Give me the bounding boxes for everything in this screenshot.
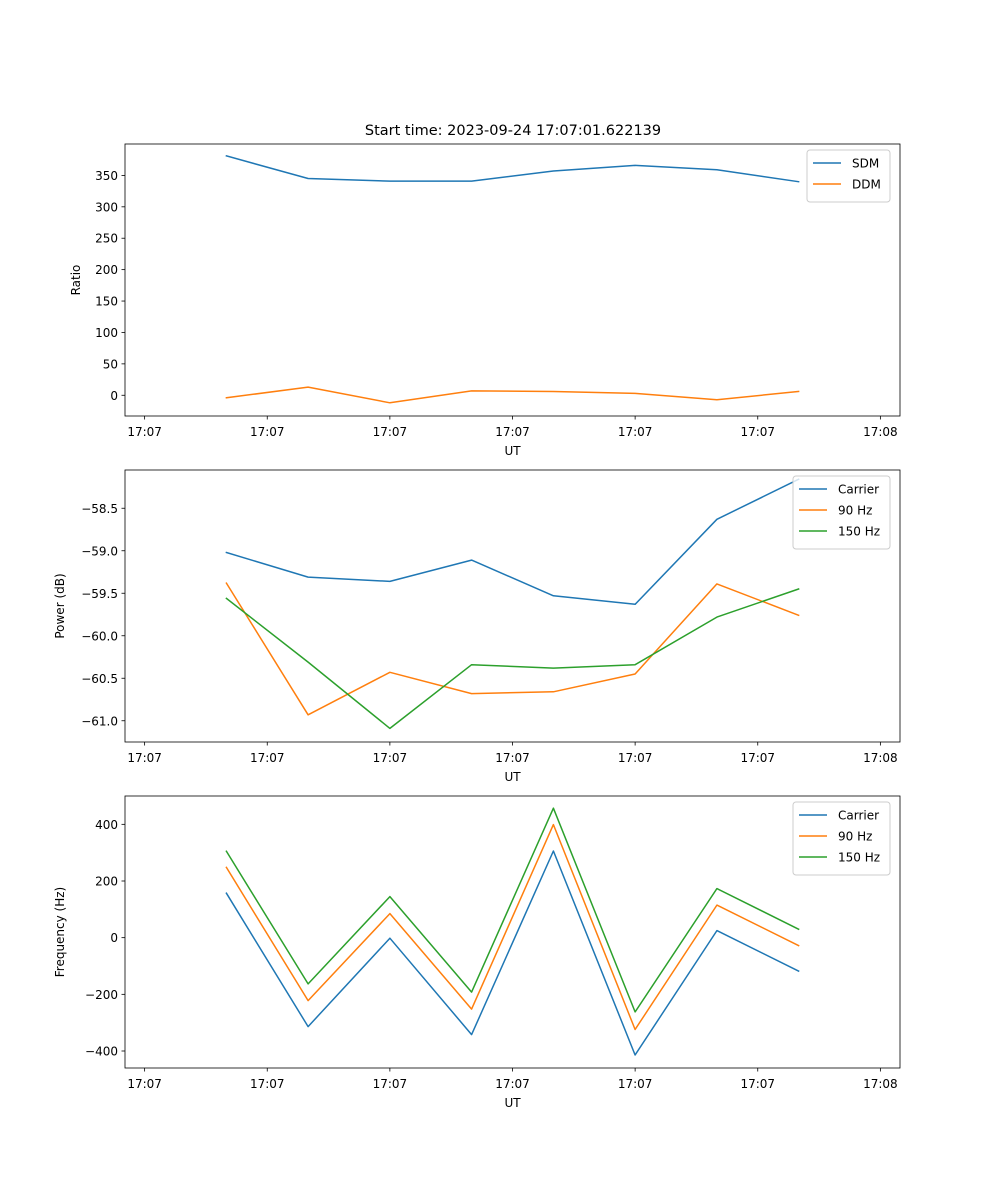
x-tick-label: 17:08 — [863, 1077, 898, 1091]
x-tick-label: 17:07 — [618, 1077, 653, 1091]
y-tick-label: −59.5 — [81, 587, 118, 601]
legend-label: 90 Hz — [838, 830, 872, 844]
legend-label: 150 Hz — [838, 851, 880, 865]
y-tick-label: −59.0 — [81, 544, 118, 558]
y-tick-label: −60.0 — [81, 629, 118, 643]
x-tick-label: 17:08 — [863, 425, 898, 439]
y-tick-label: 0 — [110, 389, 118, 403]
y-tick-label: 300 — [95, 200, 118, 214]
series-line-sdm — [225, 154, 800, 183]
y-axis-label: Ratio — [69, 265, 83, 296]
legend-label: SDM — [852, 157, 879, 171]
y-tick-label: 0 — [110, 931, 118, 945]
series-line-carrier — [225, 478, 800, 606]
x-tick-label: 17:07 — [740, 1077, 775, 1091]
y-tick-label: 250 — [95, 232, 118, 246]
y-axis-label: Frequency (Hz) — [53, 887, 67, 978]
y-tick-label: −58.5 — [81, 502, 118, 516]
series-line-150-hz — [225, 588, 800, 730]
legend-label: 90 Hz — [838, 504, 872, 518]
x-tick-label: 17:08 — [863, 751, 898, 765]
x-tick-label: 17:07 — [373, 1077, 408, 1091]
chart-panel-2: 17:07 17:07 17:07 17:07 17:07 17:07 17:08 −61.0… — [53, 469, 901, 784]
legend-label: DDM — [852, 178, 881, 192]
y-tick-label: −200 — [85, 988, 118, 1002]
y-tick-label: −61.0 — [81, 714, 118, 728]
y-tick-label: 200 — [95, 263, 118, 277]
legend-label: 150 Hz — [838, 525, 880, 539]
x-tick-label: 17:07 — [127, 751, 162, 765]
x-tick-label: 17:07 — [373, 425, 408, 439]
legend: Carrier 90 Hz 150 Hz — [792, 801, 891, 876]
y-axis-label: Power (dB) — [53, 573, 67, 638]
y-tick-label: 400 — [95, 818, 118, 832]
x-tick-label: 17:07 — [618, 425, 653, 439]
chart-panel-3: 17:07 17:07 17:07 17:07 17:07 17:07 17:08 −400 −… — [53, 795, 901, 1110]
x-axis-label: UT — [504, 1096, 521, 1110]
series-line-carrier — [225, 850, 800, 1056]
x-tick-label: 17:07 — [740, 425, 775, 439]
x-tick-label: 17:07 — [250, 1077, 285, 1091]
y-tick-label: 50 — [103, 357, 118, 371]
x-tick-label: 17:07 — [250, 425, 285, 439]
y-tick-label: 200 — [95, 875, 118, 889]
x-tick-label: 17:07 — [495, 751, 530, 765]
chart-panel-1: 17:07 17:07 17:07 17:07 17:07 17:07 17:08 0 50 10… — [69, 143, 901, 458]
legend: SDM DDM — [806, 149, 891, 203]
legend: Carrier 90 Hz 150 Hz — [792, 475, 891, 550]
y-tick-label: 350 — [95, 169, 118, 183]
y-tick-label: −400 — [85, 1045, 118, 1059]
y-tick-label: 150 — [95, 295, 118, 309]
x-tick-label: 17:07 — [373, 751, 408, 765]
x-tick-label: 17:07 — [250, 751, 285, 765]
series-line-90-hz — [225, 582, 800, 716]
x-axis-label: UT — [504, 770, 521, 784]
x-tick-label: 17:07 — [127, 1077, 162, 1091]
y-tick-label: −60.5 — [81, 672, 118, 686]
series-line-150-hz — [225, 807, 800, 1013]
x-tick-label: 17:07 — [618, 751, 653, 765]
series-line-90-hz — [225, 823, 800, 1031]
x-tick-label: 17:07 — [495, 1077, 530, 1091]
y-tick-label: 100 — [95, 326, 118, 340]
x-axis-label: UT — [504, 444, 521, 458]
x-tick-label: 17:07 — [127, 425, 162, 439]
x-tick-label: 17:07 — [495, 425, 530, 439]
figure-title: Start time: 2023-09-24 17:07:01.622139 — [365, 123, 661, 139]
legend-label: Carrier — [838, 483, 879, 497]
series-line-ddm — [225, 386, 800, 404]
x-tick-label: 17:07 — [740, 751, 775, 765]
legend-label: Carrier — [838, 809, 879, 823]
